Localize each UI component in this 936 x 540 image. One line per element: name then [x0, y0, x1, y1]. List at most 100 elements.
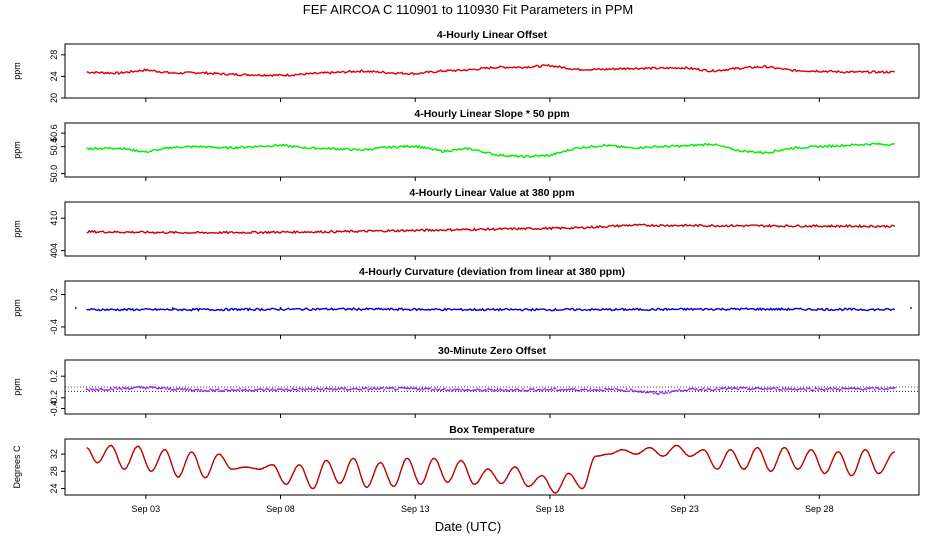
data-point — [462, 389, 465, 392]
data-point — [637, 391, 640, 393]
data-point — [604, 387, 606, 390]
data-point — [376, 387, 379, 389]
data-point — [479, 388, 481, 391]
data-point — [505, 389, 508, 391]
data-point — [639, 390, 642, 393]
data-point — [830, 387, 833, 390]
panel-frame — [64, 122, 920, 178]
data-point — [721, 387, 724, 390]
data-point — [678, 388, 681, 391]
data-point — [194, 388, 197, 391]
data-point — [149, 385, 151, 388]
panel-3: 4-Hourly Linear Value at 380 ppm ppm 404 41… — [12, 187, 920, 260]
data-point — [585, 388, 588, 391]
y-tick-label: 20 — [49, 93, 59, 103]
data-point — [648, 390, 651, 393]
data-point — [508, 389, 511, 392]
data-point — [417, 388, 419, 391]
data-point — [351, 388, 353, 390]
data-point — [275, 389, 278, 392]
data-point — [442, 388, 445, 391]
data-point — [705, 389, 708, 392]
data-point — [167, 388, 170, 391]
data-point — [492, 390, 495, 392]
data-point — [236, 388, 239, 391]
data-point — [787, 387, 790, 390]
data-point — [254, 388, 256, 391]
data-point — [237, 389, 240, 392]
data-point — [879, 388, 881, 391]
data-point — [617, 389, 620, 391]
x-tick-label: Sep 18 — [536, 504, 565, 514]
data-point — [799, 387, 802, 390]
data-point — [623, 390, 625, 392]
data-point — [465, 389, 468, 392]
data-point — [173, 388, 176, 391]
data-point — [231, 388, 233, 391]
data-point — [454, 389, 457, 391]
panel-1: 4-Hourly Linear Offset ppm 20 24 28 — [12, 29, 920, 103]
data-point — [460, 390, 462, 392]
data-point — [321, 387, 324, 390]
data-point — [573, 387, 576, 390]
data-point — [243, 389, 246, 391]
data-point — [596, 388, 598, 391]
data-point — [198, 390, 201, 392]
data-point — [662, 392, 664, 395]
data-point — [496, 388, 499, 390]
data-point — [215, 388, 217, 391]
data-point — [776, 387, 779, 389]
data-point — [594, 389, 597, 392]
data-point — [873, 388, 876, 391]
data-point — [345, 388, 348, 391]
y-tick-label: 0.2 — [49, 370, 59, 383]
data-point — [402, 386, 404, 389]
data-point — [651, 391, 654, 393]
data-point — [233, 389, 236, 392]
data-point — [383, 389, 386, 391]
data-point — [282, 389, 285, 392]
data-point — [473, 389, 476, 391]
data-point — [281, 388, 283, 391]
data-point — [301, 388, 303, 391]
data-point — [264, 388, 267, 390]
data-point — [772, 387, 775, 389]
data-point — [780, 389, 783, 391]
data-point — [807, 387, 810, 390]
data-point — [444, 387, 446, 390]
data-point — [551, 389, 554, 392]
data-point — [732, 387, 734, 389]
panel-2: 4-Hourly Linear Slope * 50 ppm ppm 50.0 50.… — [12, 108, 920, 182]
data-point — [853, 387, 856, 390]
data-point — [163, 386, 166, 389]
data-point — [790, 387, 792, 390]
data-point — [138, 385, 141, 388]
data-point — [267, 388, 270, 391]
data-point — [107, 389, 109, 391]
panel-5: 30-Minute Zero Offset ppm -0.4-0.2 0.2 — [12, 345, 920, 418]
data-point — [434, 387, 437, 390]
data-point — [854, 388, 857, 390]
data-point — [706, 387, 709, 390]
data-point — [813, 389, 815, 392]
data-point — [330, 388, 333, 390]
data-point — [893, 386, 896, 389]
data-point — [782, 387, 784, 389]
data-point — [660, 391, 663, 394]
x-tick-label: Sep 13 — [401, 504, 430, 514]
data-point — [503, 390, 505, 393]
data-point — [229, 389, 232, 392]
data-point — [549, 388, 551, 391]
data-point — [563, 389, 566, 391]
data-point — [778, 388, 780, 391]
data-point — [256, 388, 259, 391]
data-point — [613, 390, 616, 392]
data-point — [408, 387, 411, 390]
y-axis-label: ppm — [12, 378, 22, 396]
data-point — [586, 389, 589, 392]
data-point — [786, 388, 788, 391]
data-point — [299, 387, 302, 390]
data-point — [108, 389, 111, 391]
data-point — [714, 388, 717, 391]
data-point — [810, 389, 813, 392]
